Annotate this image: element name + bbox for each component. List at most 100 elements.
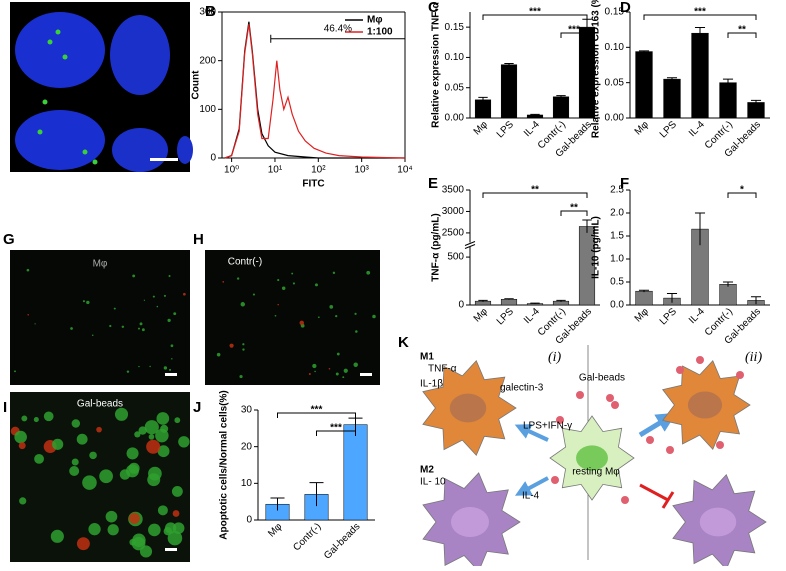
y-tick-label: 3000 [442, 206, 465, 217]
x-tick-label: IL-4 [687, 306, 707, 326]
cell-dot [134, 431, 141, 438]
error-bar [694, 212, 706, 246]
cell-dot [76, 433, 88, 445]
cell-dot [26, 268, 30, 272]
x-tick-label: LPS [495, 119, 516, 140]
diagram-label: LPS+IFN-γ [523, 421, 572, 432]
bar [500, 64, 518, 119]
cell-dot [372, 314, 376, 319]
cell-dot [291, 272, 294, 275]
cell-dot [109, 324, 112, 328]
cell-dot [34, 453, 44, 464]
axis-break [464, 241, 476, 246]
cell-dot [114, 407, 129, 421]
cell-dot [355, 330, 358, 333]
cell-dot [126, 447, 139, 460]
y-tick-label: 0.15 [445, 22, 465, 33]
axis-break [464, 244, 476, 249]
error-bar [750, 99, 762, 105]
error-bar [478, 299, 488, 302]
bar [747, 102, 765, 119]
cell-dot [138, 426, 147, 435]
cell-dot [76, 537, 90, 551]
bar [500, 299, 518, 306]
x-tick-label: 10⁴ [397, 165, 412, 176]
cell-dot [33, 417, 39, 423]
image-a [10, 2, 193, 172]
cell-dot [167, 318, 171, 322]
cell-dot [21, 415, 28, 422]
nucleus [576, 445, 608, 471]
y-tick-label: 0.10 [445, 52, 465, 63]
error-bar [694, 27, 706, 39]
nucleus [451, 507, 489, 537]
cell-dot [91, 334, 94, 336]
cell-dot [132, 274, 136, 278]
significance-label: * [740, 185, 744, 196]
y-axis-label: Apoptotic cells/Normal cells(%) [219, 390, 230, 539]
image-caption: Gal-beads [77, 399, 123, 410]
cell-dot [89, 451, 97, 460]
bar [719, 82, 737, 119]
significance-label: ** [570, 203, 578, 214]
y-tick-label: 0.00 [445, 113, 465, 124]
green-dot [42, 99, 48, 105]
cell-dot [144, 420, 159, 435]
y-tick-label: 100 [199, 104, 216, 115]
cell-dot [252, 293, 255, 296]
axis-break [466, 242, 474, 247]
cell-dot [157, 505, 168, 516]
error-bar [722, 281, 734, 287]
cell-dot [14, 430, 27, 444]
significance-label: ** [738, 25, 746, 36]
y-tick-label: 1.5 [610, 231, 624, 242]
bar [691, 32, 709, 119]
x-tick-label: 10² [311, 165, 326, 176]
cell-dot [308, 372, 311, 376]
cell-dot [146, 439, 161, 454]
x-tick-label: IL-4 [522, 306, 542, 326]
cell-dot [107, 524, 119, 536]
cell-dot [216, 352, 221, 357]
cell-dot [14, 370, 16, 373]
error-bar [638, 50, 650, 53]
cell-dot [139, 322, 143, 326]
x-tick-label: IL-4 [522, 119, 542, 139]
cell-dot [156, 412, 170, 425]
y-tick-label: 0.10 [605, 42, 625, 53]
cell-dot [168, 274, 171, 278]
cell-dot [240, 302, 246, 307]
cell-dot [50, 529, 64, 543]
green-dot [37, 129, 43, 135]
bar [635, 290, 653, 306]
y-tick-label: 0.5 [610, 277, 624, 288]
y-tick-label: 200 [199, 55, 216, 66]
y-axis-label: IL-10 (pg/mL) [591, 216, 602, 279]
diagram-label: galectin-3 [500, 383, 544, 394]
cell-dot [141, 328, 145, 332]
error-bar [504, 62, 514, 66]
cell-dot [314, 370, 316, 373]
image-caption: Contr(-) [228, 257, 262, 268]
cell-dot [336, 352, 340, 356]
diagram-label: M1 [420, 352, 434, 363]
image-caption: Mφ [93, 259, 108, 270]
cell-dot [138, 365, 140, 368]
y-tick-label: 2.5 [610, 185, 624, 196]
y-axis-label: TNF-α (pg/mL) [431, 213, 442, 281]
cell-dot [128, 512, 140, 524]
significance-bracket [727, 32, 757, 38]
cell-dot [148, 433, 155, 440]
panel-letter: D [620, 0, 631, 16]
panel-letter: G [3, 231, 15, 248]
error-bar [530, 302, 540, 305]
y-tick-label: 10 [241, 478, 253, 489]
error-bar [478, 96, 488, 103]
bar [663, 78, 681, 119]
error-bar [309, 482, 324, 507]
cell-dot [343, 368, 348, 373]
x-tick-label: Mφ [633, 306, 652, 325]
cell-dot [242, 348, 245, 351]
significance-bracket [643, 14, 757, 20]
